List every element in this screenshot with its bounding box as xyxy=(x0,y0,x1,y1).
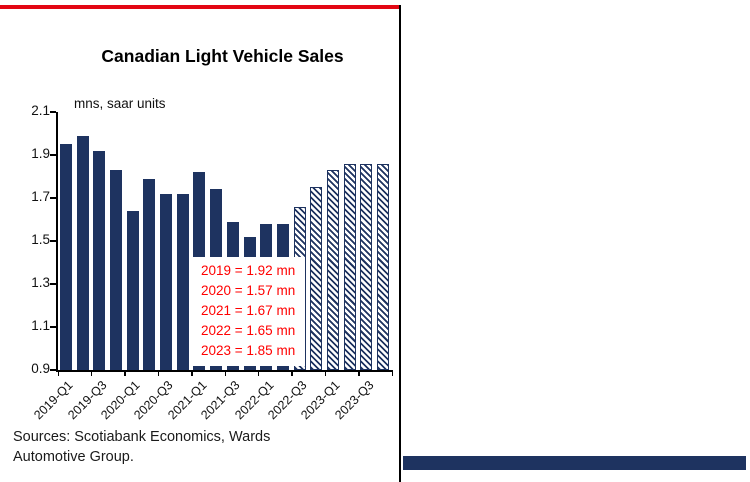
bar-forecast-2023-Q4 xyxy=(377,163,390,370)
bar-2020-Q3 xyxy=(160,193,172,370)
y-tick-mark xyxy=(50,369,56,371)
x-tick-mark xyxy=(324,371,327,376)
y-tick-mark xyxy=(50,111,56,113)
x-tick-mark xyxy=(224,371,226,376)
y-tick-label: 1.7 xyxy=(31,189,50,204)
x-tick-mark xyxy=(157,371,160,376)
bar-2019-Q1 xyxy=(59,144,72,370)
y-axis-line xyxy=(56,112,58,372)
x-tick-mark xyxy=(257,371,260,376)
y-tick-label: 2.1 xyxy=(31,103,50,118)
bar-2019-Q3 xyxy=(93,150,106,370)
annotation-box: 2019 = 1.92 mn 2020 = 1.57 mn 2021 = 1.67 … xyxy=(193,257,306,366)
annotation-line: 2019 = 1.92 mn xyxy=(201,263,296,278)
sources-text: Sources: Scotiabank Economics, Wards Aut… xyxy=(13,427,270,467)
vertical-divider-line xyxy=(399,5,401,482)
y-tick-mark xyxy=(50,154,56,156)
y-tick-mark xyxy=(50,283,56,285)
bar-2020-Q2 xyxy=(143,178,156,370)
chart-title: Canadian Light Vehicle Sales xyxy=(101,46,344,66)
annotation-line: 2021 = 1.67 mn xyxy=(201,303,296,318)
x-tick-mark xyxy=(291,371,293,376)
y-tick-label: 0.9 xyxy=(31,361,50,376)
y-tick-label: 1.5 xyxy=(31,232,50,247)
y-tick-mark xyxy=(50,197,56,199)
x-tick-mark xyxy=(191,371,193,376)
y-tick-label: 1.1 xyxy=(31,318,50,333)
y-tick-label: 1.9 xyxy=(31,146,50,161)
bar-forecast-2023-Q1 xyxy=(327,170,339,370)
y-tick-label: 1.3 xyxy=(31,275,50,290)
x-axis-line xyxy=(56,370,393,372)
x-tick-mark xyxy=(358,371,360,376)
annotation-line: 2022 = 1.65 mn xyxy=(201,323,296,338)
x-tick-mark xyxy=(391,371,393,376)
y-axis-units-label: mns, saar units xyxy=(74,96,166,111)
bar-2019-Q4 xyxy=(109,170,122,370)
bar-2020-Q1 xyxy=(126,210,139,370)
annotation-line: 2020 = 1.57 mn xyxy=(201,283,296,298)
top-red-rule xyxy=(0,5,399,9)
bar-forecast-2023-Q3 xyxy=(360,163,373,370)
bar-2020-Q4 xyxy=(176,193,189,370)
bar-2019-Q2 xyxy=(76,135,89,370)
y-tick-mark xyxy=(50,326,56,328)
x-tick-mark xyxy=(57,371,59,376)
y-tick-mark xyxy=(50,240,56,242)
x-tick-mark xyxy=(90,371,93,376)
sources-line-1: Sources: Scotiabank Economics, Wards xyxy=(13,429,271,445)
bar-forecast-2023-Q2 xyxy=(343,163,356,370)
x-tick-mark xyxy=(124,371,126,376)
sources-line-2: Automotive Group. xyxy=(13,449,134,465)
bottom-navy-strip xyxy=(403,456,746,470)
bar-forecast-2022-Q4 xyxy=(310,187,323,370)
annotation-line: 2023 = 1.85 mn xyxy=(201,343,296,358)
